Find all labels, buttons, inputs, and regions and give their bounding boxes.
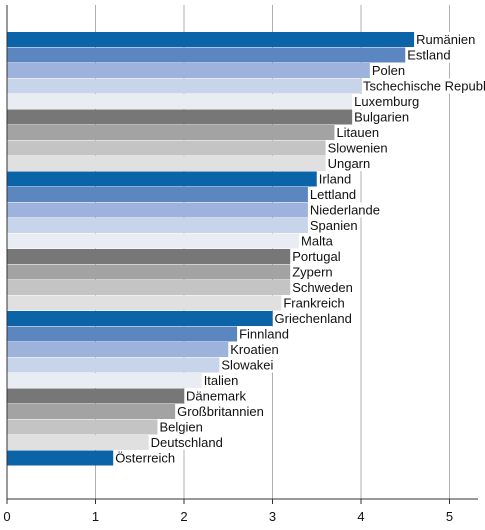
bar-label-18: Griechenland	[275, 311, 352, 326]
x-tick-label-4: 4	[357, 509, 364, 524]
x-tick-label-3: 3	[269, 509, 276, 524]
bar-label-1: Estland	[407, 48, 450, 63]
x-tick-label-0: 0	[3, 509, 10, 524]
x-tick-label-1: 1	[92, 509, 99, 524]
x-tick-label-5: 5	[446, 509, 453, 524]
bar-21	[7, 357, 220, 373]
bar-label-bg-15	[291, 264, 335, 280]
bar-label-9: Irland	[319, 172, 352, 187]
bar-label-bg-5	[353, 109, 412, 125]
bar-15	[7, 264, 291, 280]
bar-label-2: Polen	[372, 63, 405, 78]
bar-18	[7, 311, 273, 326]
bar-24	[7, 404, 176, 419]
bar-20	[7, 342, 229, 357]
bar-13	[7, 233, 300, 249]
bar-label-bg-26	[149, 435, 225, 450]
bar-14	[7, 249, 291, 264]
bar-12	[7, 218, 308, 233]
bar-label-23: Dänemark	[186, 389, 246, 404]
bar-label-15: Zypern	[292, 265, 332, 280]
bar-label-bg-6	[335, 125, 382, 140]
bar-22	[7, 373, 202, 388]
bar-label-24: Großbritannien	[177, 404, 264, 419]
bar-label-8: Ungarn	[328, 156, 371, 171]
bar-label-bg-24	[176, 404, 266, 419]
bar-label-bg-23	[185, 388, 248, 404]
bar-label-bg-9	[317, 171, 354, 187]
bar-label-bg-8	[326, 156, 373, 171]
bar-3	[7, 78, 361, 94]
bar-2	[7, 63, 370, 78]
bar-label-bg-11	[308, 202, 383, 218]
bar-label-4: Luxemburg	[354, 94, 419, 109]
bar-label-bg-2	[370, 63, 408, 78]
bar-label-3: Tschechische Republik	[363, 79, 485, 94]
bar-label-22: Italien	[204, 373, 239, 388]
bar-11	[7, 202, 308, 218]
bar-label-27: Österreich	[115, 451, 175, 466]
bar-label-bg-19	[238, 326, 291, 342]
bar-16	[7, 280, 291, 295]
x-axis: 0 1 2 3 4 5	[3, 5, 478, 524]
bar-label-bg-12	[308, 218, 360, 233]
bar-label-14: Portugal	[292, 249, 341, 264]
bar-4	[7, 94, 353, 109]
bar-label-bg-3	[362, 78, 485, 94]
bar-23	[7, 388, 184, 404]
bar-label-bg-21	[220, 357, 276, 373]
x-tick-label-2: 2	[180, 509, 187, 524]
bar-label-bg-18	[273, 311, 354, 326]
bar-label-21: Slowakei	[221, 358, 273, 373]
bar-label-25: Belgien	[159, 420, 202, 435]
bar-7	[7, 140, 326, 156]
bar-label-bg-10	[308, 187, 359, 202]
bar-label-bg-16	[291, 280, 355, 295]
bar-label-19: Finnland	[239, 327, 289, 342]
bar-10	[7, 187, 308, 202]
bar-label-5: Bulgarien	[354, 110, 409, 125]
bar-label-12: Spanien	[310, 218, 358, 233]
bar-label-20: Kroatien	[230, 342, 278, 357]
bar-25	[7, 419, 158, 435]
bar-0	[7, 32, 415, 47]
bar-label-11: Niederlande	[310, 203, 380, 218]
bar-label-bg-17	[282, 295, 347, 311]
bar-19	[7, 326, 238, 342]
bar-label-bg-14	[291, 249, 343, 264]
bar-label-6: Litauen	[336, 125, 379, 140]
bar-label-17: Frankreich	[283, 296, 344, 311]
bar-label-bg-7	[326, 140, 390, 156]
bar-label-bg-20	[229, 342, 281, 357]
bar-label-bg-1	[406, 47, 453, 63]
bar-label-13: Malta	[301, 234, 334, 249]
bar-27	[7, 450, 114, 466]
bar-label-bg-4	[353, 94, 422, 109]
bar-17	[7, 295, 282, 311]
bar-label-26: Deutschland	[151, 435, 223, 450]
bar-label-0: Rumänien	[416, 32, 475, 47]
bar-9	[7, 171, 317, 187]
bar-8	[7, 156, 326, 171]
bar-6	[7, 125, 335, 140]
bar-label-bg-0	[415, 32, 478, 47]
bar-5	[7, 109, 353, 125]
bar-1	[7, 47, 406, 63]
bar-label-bg-25	[158, 419, 205, 435]
bar-label-10: Lettland	[310, 187, 356, 202]
bar-label-bg-22	[202, 373, 241, 388]
bar-label-bg-27	[114, 450, 178, 466]
bar-label-bg-13	[300, 233, 335, 249]
bar-26	[7, 435, 149, 450]
bar-label-7: Slowenien	[328, 141, 388, 156]
bar-label-16: Schweden	[292, 280, 353, 295]
bars	[7, 32, 415, 466]
